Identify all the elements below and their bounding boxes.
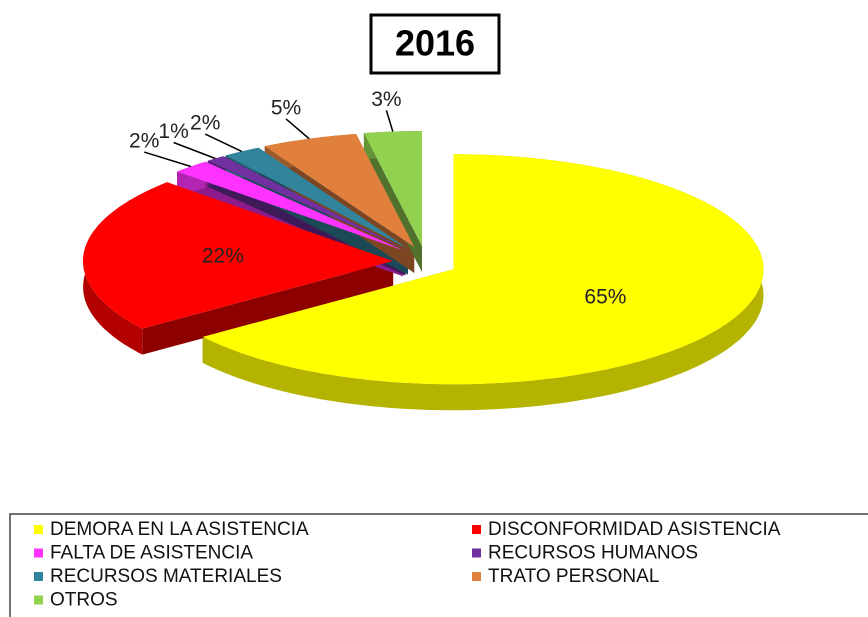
slice xyxy=(207,156,406,250)
legend-swatch xyxy=(34,525,43,534)
legend-label: RECURSOS MATERIALES xyxy=(50,566,282,587)
leader-line xyxy=(173,141,216,160)
legend-label: TRATO PERSONAL xyxy=(488,566,659,587)
legend-label: FALTA DE ASISTENCIA xyxy=(50,543,253,564)
leader-line xyxy=(385,110,394,132)
legend-swatch xyxy=(472,548,481,558)
data-label: 1% xyxy=(158,120,188,143)
slice xyxy=(202,154,764,385)
legend-box xyxy=(9,513,868,617)
leader-line xyxy=(143,151,192,168)
title-box xyxy=(369,13,501,75)
legend-label: RECURSOS HUMANOS xyxy=(488,543,698,564)
leader-line xyxy=(285,118,310,140)
labels: 65% 22% 2% 1% 2% 5% 3% xyxy=(129,88,626,309)
legend-swatch xyxy=(34,548,43,558)
slice xyxy=(83,182,394,329)
slice xyxy=(225,147,408,249)
data-label: 2% xyxy=(190,112,220,135)
legend-swatch xyxy=(34,572,43,581)
legend-label: OTROS xyxy=(50,590,118,611)
data-label: 2% xyxy=(129,130,159,153)
data-label: 65% xyxy=(584,286,626,309)
legend-swatch xyxy=(34,595,43,605)
data-label: 5% xyxy=(271,96,301,119)
slice-tops xyxy=(83,131,764,385)
legend-label: DEMORA EN LA ASISTENCIA xyxy=(50,519,309,540)
data-label: 22% xyxy=(202,245,244,268)
legend-swatch xyxy=(472,572,481,581)
legend: DEMORA EN LA ASISTENCIA DISCONFORMIDAD AS… xyxy=(34,519,781,611)
slice xyxy=(177,161,404,251)
slice xyxy=(363,131,422,247)
slice-rim xyxy=(202,154,764,411)
data-label: 3% xyxy=(371,88,401,111)
legend-swatch xyxy=(472,525,481,534)
legend-label: DISCONFORMIDAD ASISTENCIA xyxy=(488,519,781,540)
slice xyxy=(264,134,415,247)
chart-title: 2016 xyxy=(395,23,475,64)
slice-wall xyxy=(142,261,394,355)
leader-line xyxy=(204,133,243,153)
